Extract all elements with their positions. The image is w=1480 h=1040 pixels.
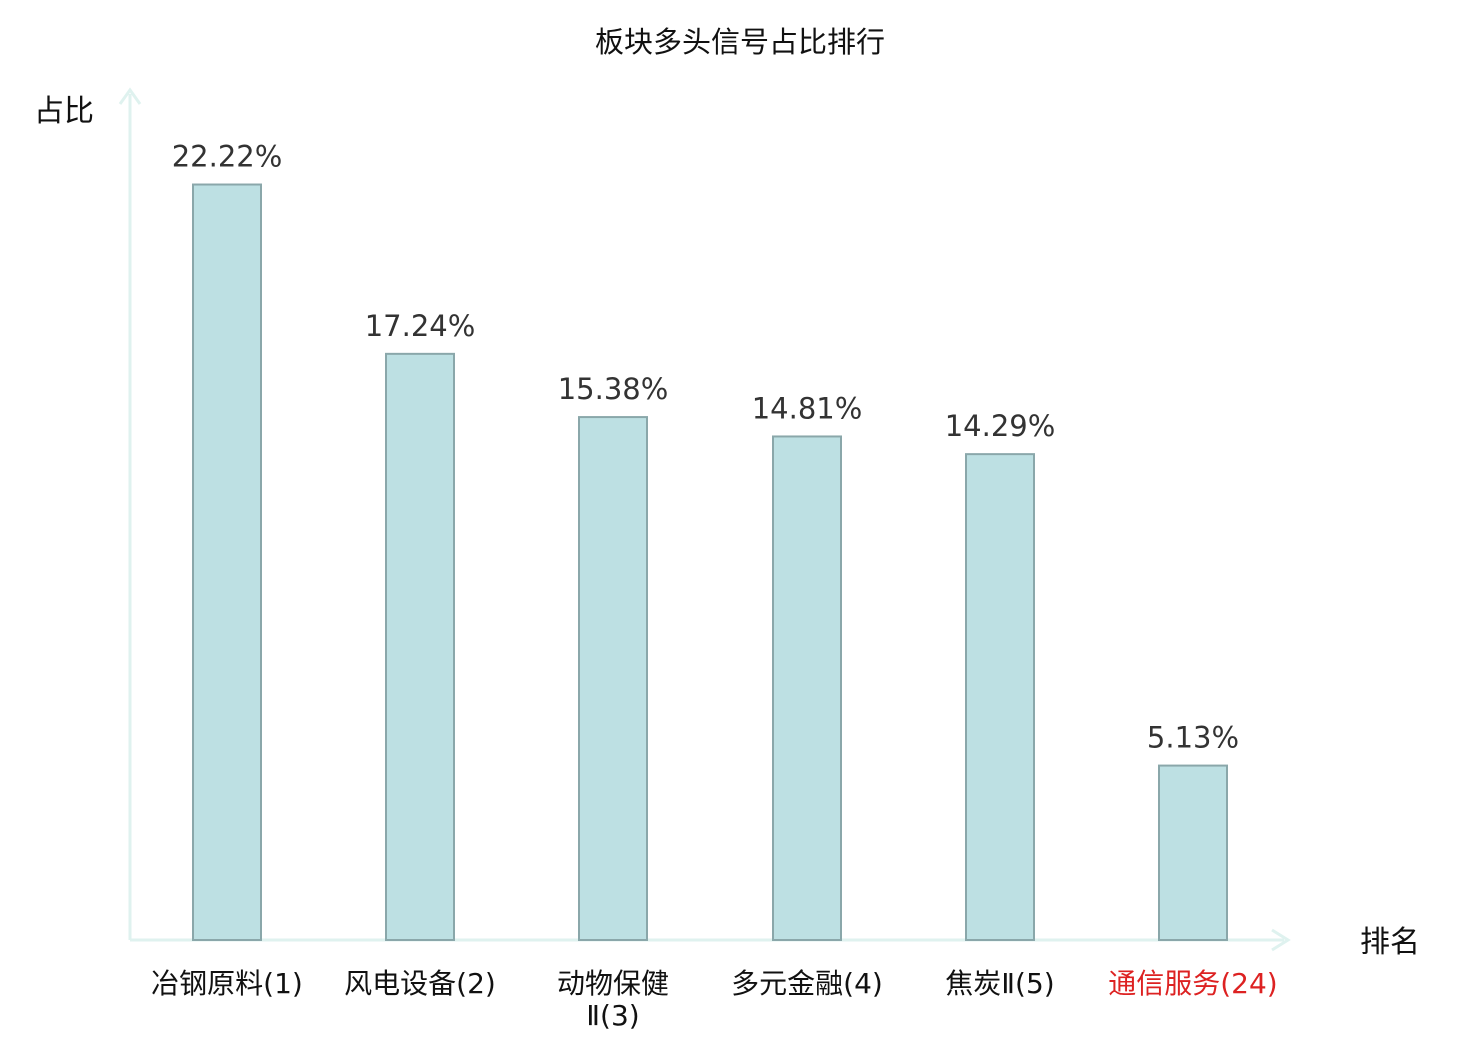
bar-value-label: 15.38%: [558, 372, 669, 406]
value-labels-group: 22.22% 17.24% 15.38% 14.81% 14.29% 5.13%: [172, 140, 1239, 755]
bar-value-label: 22.22%: [172, 140, 283, 174]
bars-group: [192, 183, 1228, 942]
bar-value-label: 14.81%: [752, 391, 863, 425]
y-axis-arrow-icon: [118, 87, 142, 105]
bar: [1158, 764, 1228, 942]
bar-value-label: 14.29%: [945, 409, 1056, 443]
y-axis: [118, 87, 142, 940]
x-tick-label: 焦炭Ⅱ(5): [945, 967, 1054, 1000]
chart-title: 板块多头信号占比排行: [595, 25, 885, 59]
x-axis-arrow-icon: [1271, 928, 1291, 952]
x-tick-label: 风电设备(2): [344, 967, 496, 1000]
bar: [385, 352, 455, 941]
x-axis-title: 排名: [1360, 925, 1420, 960]
bar-value-label: 17.24%: [365, 309, 476, 343]
x-tick-label: 冶钢原料(1): [151, 967, 303, 1000]
bar: [965, 453, 1035, 941]
bar: [192, 183, 262, 941]
x-axis: [130, 928, 1291, 952]
bar: [578, 416, 648, 941]
bar: [772, 435, 842, 941]
y-axis-title: 占比: [34, 94, 94, 129]
x-tick-label: 动物保健: [557, 967, 669, 1000]
x-tick-label: 多元金融(4): [731, 967, 883, 1000]
x-tick-label: 通信服务(24): [1108, 967, 1277, 1000]
x-tick-label: Ⅱ(3): [586, 999, 639, 1032]
bar-value-label: 5.13%: [1147, 721, 1239, 755]
